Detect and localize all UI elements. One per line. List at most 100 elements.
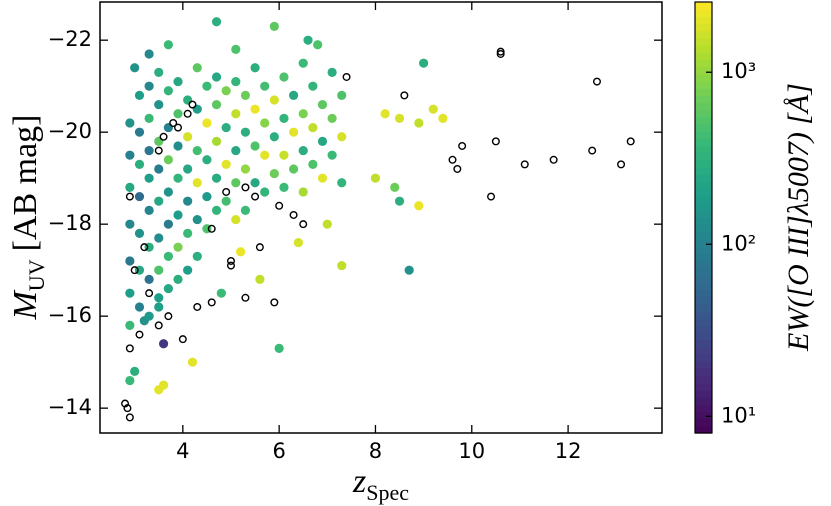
data-point (279, 150, 289, 160)
open-point (164, 312, 173, 321)
colorbar-segment (695, 425, 712, 434)
data-point (192, 251, 202, 261)
data-point (231, 178, 241, 188)
data-point (260, 118, 270, 128)
y-tick-label: −18 (48, 211, 92, 235)
data-point (337, 260, 347, 271)
data-point (144, 205, 154, 215)
open-point (549, 155, 558, 164)
data-point (298, 58, 308, 68)
open-point (125, 344, 134, 353)
data-point (231, 214, 241, 225)
open-point (130, 266, 139, 275)
data-point (288, 164, 299, 174)
data-point (163, 283, 173, 294)
colorbar-segment (695, 203, 712, 211)
data-point (260, 150, 270, 160)
data-point (221, 159, 231, 169)
data-point (134, 228, 145, 238)
data-point (250, 178, 260, 188)
colorbar-segment (695, 397, 712, 405)
data-point (414, 201, 424, 211)
data-point (231, 109, 241, 119)
colorbar-segment (695, 81, 712, 89)
data-point (163, 122, 173, 133)
colorbar-segment (695, 116, 712, 125)
y-label-main: M (7, 290, 44, 321)
data-point (327, 67, 337, 77)
colorbar-segment (695, 145, 712, 154)
colorbar-segment (695, 346, 712, 355)
data-point (317, 99, 328, 110)
data-point (370, 173, 381, 183)
data-point (125, 288, 135, 298)
data-point (125, 375, 135, 386)
colorbar-segment (695, 167, 712, 175)
data-point (154, 233, 164, 243)
colorbar-segment (695, 124, 712, 132)
open-point (169, 118, 178, 127)
data-point (134, 302, 145, 312)
data-point (173, 109, 183, 119)
colorbar-segment (695, 102, 712, 111)
colorbar-frame (694, 1, 713, 434)
data-point (308, 81, 318, 91)
colorbar-segment (695, 188, 712, 197)
colorbar-segment (695, 9, 712, 17)
data-point (260, 81, 270, 91)
data-point (298, 145, 308, 156)
x-label-sub: Spec (366, 480, 409, 505)
data-point (274, 343, 284, 353)
data-point (211, 205, 222, 215)
x-axis-label: zSpec (352, 463, 409, 505)
data-point (221, 122, 231, 133)
data-point (221, 86, 231, 96)
data-point (183, 228, 193, 238)
data-point (163, 40, 173, 50)
data-point (183, 95, 193, 105)
y-tick-label: −16 (48, 303, 92, 327)
data-point (202, 155, 212, 165)
colorbar-segment (695, 2, 712, 10)
open-point (453, 164, 462, 173)
open-point (275, 201, 284, 210)
colorbar-segment (695, 131, 712, 140)
colorbar-tick-label: 10¹ (721, 403, 756, 427)
colorbar-segment (695, 66, 712, 75)
colorbar-segment (695, 260, 712, 269)
colorbar-segment (695, 30, 712, 39)
open-point (255, 243, 264, 252)
data-point (163, 86, 173, 96)
open-point (183, 109, 192, 118)
open-point (458, 141, 467, 150)
open-point (174, 123, 183, 132)
data-point (211, 72, 222, 82)
plot-area (121, 17, 635, 422)
y-label-unit: [AB mag] (7, 114, 44, 251)
data-point (163, 155, 173, 165)
colorbar-segment (695, 418, 712, 427)
open-point (241, 183, 250, 192)
data-point (173, 141, 183, 151)
open-point (193, 302, 202, 311)
data-point (173, 173, 183, 183)
data-point (173, 76, 183, 87)
data-point (154, 293, 164, 303)
colorbar-segment (695, 382, 712, 391)
open-point (123, 404, 132, 413)
y-axis-label: MUV [AB mag] (7, 114, 49, 320)
open-point (270, 298, 279, 307)
open-point (617, 160, 626, 169)
colorbar-segment (695, 73, 712, 82)
open-point (241, 293, 250, 302)
data-point (183, 265, 193, 275)
data-point (337, 178, 347, 188)
colorbar-segment (695, 23, 712, 32)
data-point (240, 205, 251, 215)
data-point (337, 132, 347, 142)
data-point (438, 113, 448, 123)
colorbar-segment (695, 37, 712, 46)
data-point (192, 104, 202, 114)
data-point (236, 247, 246, 257)
open-point (226, 256, 235, 265)
